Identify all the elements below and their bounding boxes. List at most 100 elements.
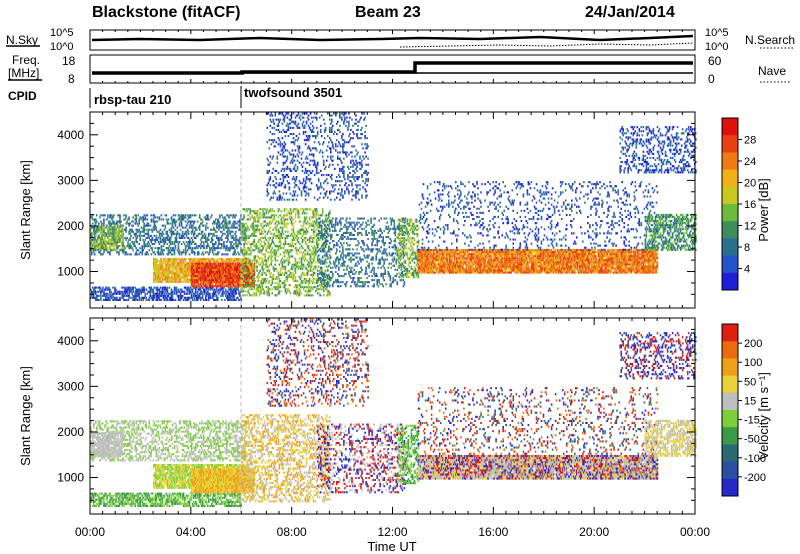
data-cell: [203, 243, 205, 245]
data-cell: [155, 247, 157, 249]
data-cell: [150, 245, 152, 247]
data-cell: [136, 229, 138, 231]
data-cell: [191, 237, 193, 239]
data-cell: [185, 247, 187, 249]
data-cell: [159, 231, 161, 233]
data-cell: [148, 241, 150, 243]
data-cell: [102, 287, 104, 289]
data-cell: [201, 233, 203, 235]
noise-tick-low-left: 10^0: [50, 41, 74, 53]
data-cell: [95, 291, 97, 293]
data-cell: [96, 214, 98, 216]
data-cell: [197, 221, 199, 223]
data-cell: [163, 297, 165, 299]
data-cell: [98, 295, 100, 297]
data-cell: [160, 251, 162, 253]
data-cell: [199, 245, 201, 247]
data-cell: [185, 227, 187, 229]
data-cell: [173, 231, 175, 233]
data-cell: [150, 295, 152, 297]
data-cell: [194, 297, 196, 299]
data-cell: [225, 295, 227, 297]
data-cell: [213, 245, 215, 247]
power-panel: 1000200030004000 Slant Range [km] 481216…: [18, 112, 771, 308]
data-cell: [200, 299, 202, 301]
data-cell: [152, 231, 154, 233]
data-cell: [156, 237, 158, 239]
data-cell: [172, 241, 174, 243]
data-cell: [195, 291, 197, 293]
data-cell: [94, 221, 96, 223]
data-cell: [169, 287, 171, 289]
data-cell: [210, 249, 212, 251]
data-cell: [126, 221, 128, 223]
data-cell: [196, 229, 198, 231]
data-cell: [115, 291, 117, 293]
data-cell: [165, 239, 167, 241]
data-cell: [177, 233, 179, 235]
data-cell: [187, 223, 189, 225]
data-cell: [175, 299, 177, 301]
data-cell: [167, 289, 169, 291]
data-cell: [161, 241, 163, 243]
data-cell: [174, 293, 176, 295]
data-cell: [145, 243, 147, 245]
data-cell: [109, 253, 111, 255]
data-cell: [111, 297, 113, 299]
data-cell: [105, 289, 107, 291]
data-cell: [113, 293, 115, 295]
data-cell: [211, 233, 213, 235]
data-cell: [188, 233, 190, 235]
data-cell: [108, 287, 110, 289]
data-cell: [154, 235, 156, 237]
data-cell: [143, 214, 145, 216]
noise-search-trace: [400, 43, 693, 47]
data-cell: [183, 241, 185, 243]
data-cell: [132, 287, 134, 289]
data-cell: [140, 299, 142, 301]
data-cell: [181, 225, 183, 227]
data-cell: [190, 214, 192, 216]
data-cell: [184, 243, 186, 245]
data-cell: [159, 247, 161, 249]
data-cell: [186, 231, 188, 233]
data-cell: [136, 241, 138, 243]
data-cell: [193, 223, 195, 225]
data-cell: [178, 245, 180, 247]
data-cell: [153, 291, 155, 293]
data-cell: [226, 293, 228, 295]
data-cell: [206, 247, 208, 249]
noise-tick-low-right: 10^0: [705, 41, 729, 53]
data-cell: [172, 295, 174, 297]
data-cell: [165, 291, 167, 293]
data-cell: [137, 225, 139, 227]
data-cell: [140, 235, 142, 237]
data-cell: [104, 214, 106, 216]
data-cell: [216, 289, 218, 291]
data-cell: [130, 291, 132, 293]
data-cell: [176, 235, 178, 237]
data-cell: [204, 289, 206, 291]
data-cell: [103, 291, 105, 293]
data-cell: [151, 235, 153, 237]
data-cell: [145, 218, 147, 220]
data-cell: [189, 227, 191, 229]
data-cell: [95, 223, 97, 225]
data-cell: [154, 295, 156, 297]
data-cell: [166, 218, 168, 220]
data-cell: [146, 297, 148, 299]
data-cell: [137, 249, 139, 251]
data-cell: [193, 235, 195, 237]
data-cell: [187, 243, 189, 245]
data-cell: [162, 289, 164, 291]
data-cell: [155, 253, 157, 255]
data-cell: [141, 253, 143, 255]
data-cell: [155, 241, 157, 243]
data-cell: [119, 214, 121, 216]
data-cell: [136, 235, 138, 237]
data-cell: [170, 239, 172, 241]
data-cell: [179, 233, 181, 235]
data-cell: [175, 223, 177, 225]
data-cell: [138, 221, 140, 223]
data-cell: [159, 216, 161, 218]
